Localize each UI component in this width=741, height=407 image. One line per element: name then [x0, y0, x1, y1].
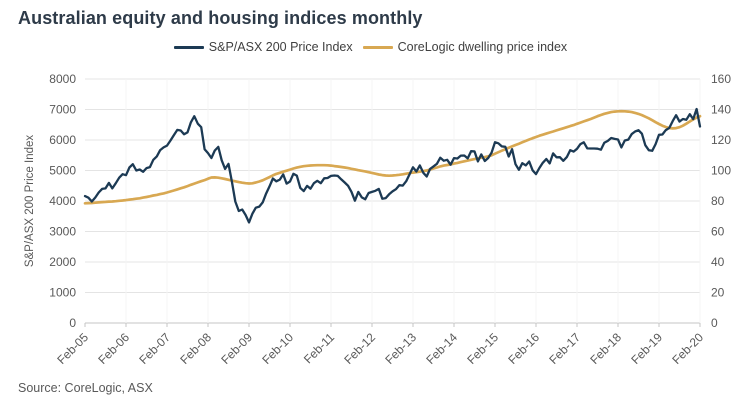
x-axis-tick-label: Feb-09 — [218, 330, 255, 367]
left-axis-tick-label: 4000 — [49, 194, 76, 208]
x-axis-tick-label: Feb-13 — [382, 330, 419, 367]
asx200-line-swatch — [173, 45, 204, 49]
x-axis-tick-label: Feb-17 — [546, 330, 583, 367]
legend-item-corelogic: CoreLogic dwelling price index — [362, 40, 568, 54]
x-axis-tick-label: Feb-16 — [505, 330, 542, 367]
x-axis-tick-label: Feb-12 — [341, 330, 378, 367]
right-axis-tick-label: 60 — [711, 225, 725, 239]
right-axis-tick-label: 160 — [711, 72, 731, 86]
left-axis-tick-label: 5000 — [49, 164, 76, 178]
legend: S&P/ASX 200 Price Index CoreLogic dwelli… — [0, 40, 741, 54]
right-axis-tick-label: 140 — [711, 103, 731, 117]
x-axis-tick-label: Feb-19 — [628, 330, 665, 367]
right-axis-tick-label: 0 — [711, 316, 718, 330]
right-axis-tick-label: 100 — [711, 164, 731, 178]
x-axis-tick-label: Feb-05 — [54, 330, 91, 367]
legend-item-asx200: S&P/ASX 200 Price Index — [173, 40, 353, 54]
chart-title: Australian equity and housing indices mo… — [18, 8, 423, 28]
left-axis-tick-label: 7000 — [49, 103, 76, 117]
right-axis-tick-label: 80 — [711, 194, 725, 208]
x-axis-tick-label: Feb-14 — [423, 330, 460, 367]
left-axis-tick-label: 6000 — [49, 133, 76, 147]
legend-label-asx200: S&P/ASX 200 Price Index — [208, 40, 353, 54]
left-axis-tick-label: 3000 — [49, 225, 76, 239]
x-axis-tick-label: Feb-08 — [177, 330, 214, 367]
x-axis-tick-label: Feb-15 — [464, 330, 501, 367]
source-note: Source: CoreLogic, ASX — [18, 381, 153, 395]
x-axis-tick-label: Feb-07 — [136, 330, 173, 367]
x-axis-tick-label: Feb-18 — [587, 330, 624, 367]
x-axis-tick-label: Feb-06 — [95, 330, 132, 367]
left-axis-tick-label: 1000 — [49, 286, 76, 300]
x-axis-tick-label: Feb-11 — [301, 330, 337, 366]
corelogic-line — [83, 109, 702, 205]
legend-label-corelogic: CoreLogic dwelling price index — [397, 40, 568, 54]
x-axis-tick-label: Feb-20 — [669, 330, 706, 367]
left-axis-tick-label: 8000 — [49, 72, 76, 86]
right-axis-tick-label: 40 — [711, 255, 725, 269]
asx200-line — [83, 107, 702, 224]
right-axis-tick-label: 20 — [711, 286, 725, 300]
plot-area: 0 0 1000 20 2000 40 3000 60 4000 80 5000 100 6000 120… — [49, 72, 731, 367]
left-axis-tick-label: 2000 — [49, 255, 76, 269]
right-axis-tick-label: 120 — [711, 133, 731, 147]
left-axis-tick-label: 0 — [69, 316, 76, 330]
x-axis-tick-label: Feb-10 — [259, 330, 296, 367]
corelogic-line-swatch — [362, 45, 393, 49]
